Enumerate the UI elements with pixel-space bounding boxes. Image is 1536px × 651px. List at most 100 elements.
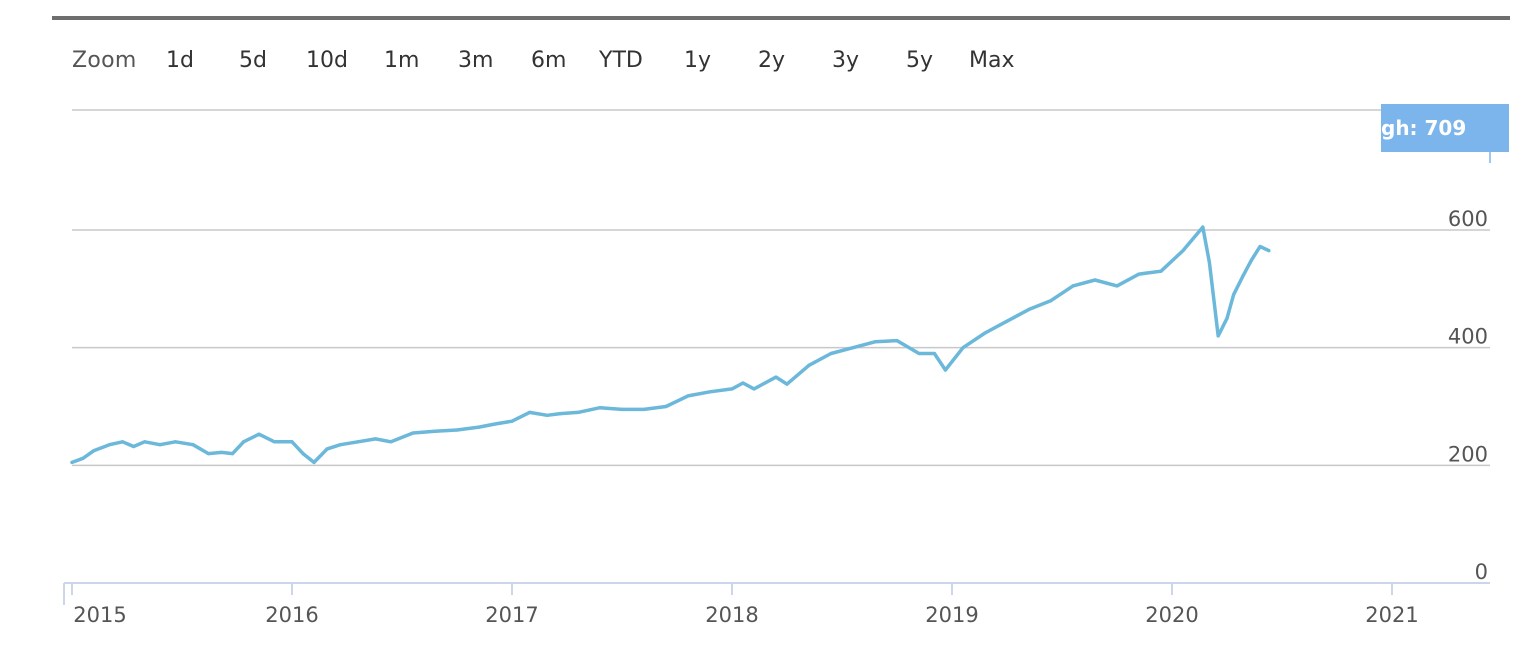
data-point [356,440,360,444]
data-point [1071,284,1075,288]
data-point [455,428,459,432]
y-tick-label: 200 [1448,442,1488,466]
data-point [143,440,147,444]
data-point [206,452,210,456]
data-point [943,368,948,372]
data-point [433,429,437,433]
data-point [242,440,246,444]
data-point [1027,307,1031,311]
data-point [807,363,811,367]
data-point [576,410,580,414]
data-point [785,382,789,386]
data-point [70,460,74,464]
x-tick-label: 2018 [705,603,758,627]
data-point [1240,275,1244,279]
zoom-button-1d[interactable]: 1d [166,48,194,73]
y-tick-label: 600 [1448,207,1488,231]
gridlines [72,109,1491,467]
data-point [528,410,532,414]
zoom-button-5d[interactable]: 5d [239,48,267,73]
data-point [290,440,294,444]
high-value-badge: gh: 709 [1381,104,1509,152]
data-point [558,412,563,416]
data-point [374,437,378,441]
x-axis: 2015 2016 2017 2018 2019 2020 2021 [63,582,1490,627]
data-point [829,351,833,356]
data-point [708,390,712,394]
data-point [1249,259,1253,263]
series-line [70,225,1271,465]
data-point [121,440,125,444]
data-point [477,425,481,429]
x-tick-label: 2019 [925,603,978,627]
zoom-button-2y[interactable]: 2y [758,48,786,73]
data-point [642,407,646,411]
zoom-button-3y[interactable]: 3y [832,48,860,73]
data-point [1005,319,1009,323]
data-point [411,431,415,435]
data-point [917,351,921,356]
data-point [895,339,899,343]
x-tick-label: 2015 [73,603,126,627]
data-point [1049,299,1053,303]
data-point [664,404,668,409]
data-point [301,452,305,456]
data-point [752,387,756,391]
data-point [173,440,177,444]
data-point [1159,269,1163,273]
zoom-button-5y[interactable]: 5y [906,48,934,73]
data-point [231,452,235,456]
x-tick-label: 2016 [265,603,318,627]
data-point [873,340,877,344]
data-point [545,413,549,417]
y-tick-label: 400 [1448,325,1488,349]
data-point [1258,244,1262,249]
data-point [92,449,96,453]
zoom-button-1m[interactable]: 1m [384,48,420,73]
data-point [686,394,690,398]
data-point [325,447,329,451]
data-point [961,346,965,350]
data-point [763,381,767,385]
data-point [220,450,224,454]
data-point [312,460,316,464]
data-point [389,440,393,444]
data-point [1225,316,1229,320]
data-point [492,422,496,426]
data-point [1201,225,1205,229]
data-point [257,432,261,436]
data-point [932,351,937,356]
zoom-button-6m[interactable]: 6m [531,48,567,73]
data-point [338,443,342,447]
data-point [1137,272,1141,276]
data-point [1093,278,1097,282]
data-point [510,419,514,423]
data-point [272,440,276,444]
zoom-button-max[interactable]: Max [969,48,1015,73]
zoom-label: Zoom [72,48,137,73]
data-point [598,406,602,410]
high-value-text: gh: 709 [1381,116,1467,140]
data-point [1181,249,1185,253]
zoom-button-1y[interactable]: 1y [684,48,712,73]
data-point [1232,293,1236,297]
data-point [1216,334,1220,338]
x-tick-label: 2021 [1365,603,1418,627]
data-point [107,443,111,447]
y-tick-label: 0 [1475,560,1488,584]
data-point [1267,249,1271,253]
data-point [620,407,624,411]
y-axis-labels: 0 200 400 600 [1448,207,1488,584]
data-point [1207,260,1211,264]
price-series [70,225,1271,465]
data-point [730,387,734,391]
top-rule [52,16,1510,20]
data-point [741,381,745,385]
data-point [191,443,195,447]
data-point [158,443,162,447]
zoom-button-10d[interactable]: 10d [306,48,348,73]
zoom-button-3m[interactable]: 3m [458,48,494,73]
data-point [774,375,778,379]
zoom-button-ytd[interactable]: YTD [599,48,643,73]
